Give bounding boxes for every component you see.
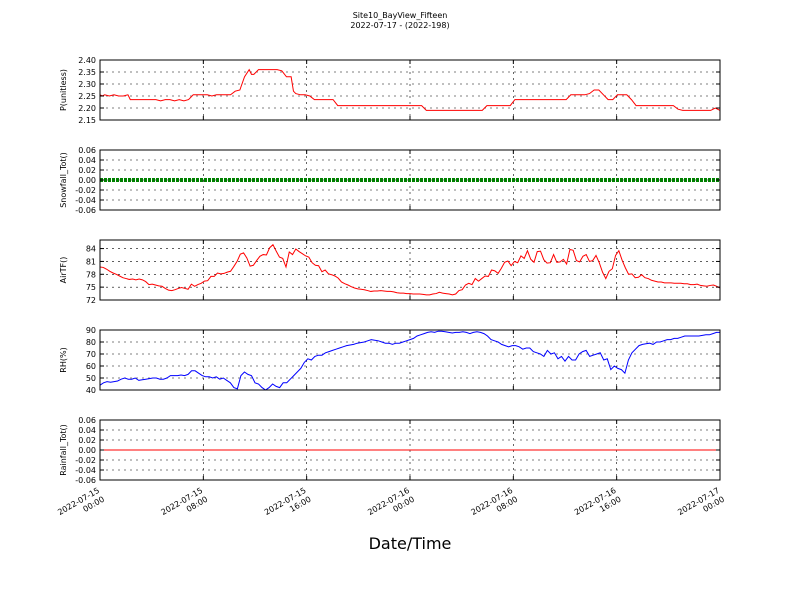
x-tick-label: 2022-07-1516:00 xyxy=(263,486,313,526)
series-line xyxy=(99,330,720,391)
y-axis-label: AirTF() xyxy=(59,257,68,284)
x-tick-label: 2022-07-1616:00 xyxy=(573,486,623,526)
figure-subtitle: 2022-07-17 - (2022-198) xyxy=(350,21,450,30)
y-tick-label: -0.04 xyxy=(75,196,96,205)
y-tick-label: 84 xyxy=(86,245,96,254)
y-tick-label: 50 xyxy=(86,374,96,383)
x-axis-label: Date/Time xyxy=(368,534,452,553)
y-tick-label: 90 xyxy=(86,326,96,335)
y-tick-label: 78 xyxy=(86,270,96,279)
y-tick-label: 40 xyxy=(86,386,96,395)
y-tick-label: -0.06 xyxy=(75,476,96,485)
y-tick-label: -0.06 xyxy=(75,206,96,215)
y-tick-label: 0.04 xyxy=(78,426,96,435)
y-tick-label: 72 xyxy=(86,296,96,305)
y-tick-label: 0.00 xyxy=(78,446,96,455)
x-tick-label: 2022-07-1600:00 xyxy=(366,486,416,526)
y-tick-label: 0.00 xyxy=(78,176,96,185)
figure-title: Site10_BayView_Fifteen xyxy=(352,11,448,20)
y-tick-label: -0.02 xyxy=(75,186,96,195)
y-tick-label: 0.02 xyxy=(78,436,96,445)
y-axis-label: RH(%) xyxy=(59,347,68,372)
y-tick-label: 2.25 xyxy=(78,92,96,101)
x-tick-label: 2022-07-1700:00 xyxy=(676,486,726,526)
y-tick-label: 60 xyxy=(86,362,96,371)
y-tick-label: 2.15 xyxy=(78,116,96,125)
y-tick-label: 0.04 xyxy=(78,156,96,165)
series-line xyxy=(99,243,721,296)
x-tick-label: 2022-07-1508:00 xyxy=(160,486,210,526)
y-tick-label: 2.20 xyxy=(78,104,96,113)
y-axis-label: P(unitless) xyxy=(59,69,68,111)
y-tick-label: 0.02 xyxy=(78,166,96,175)
series-line xyxy=(99,68,721,111)
y-tick-label: 80 xyxy=(86,338,96,347)
y-tick-label: 2.30 xyxy=(78,80,96,89)
x-tick-label: 2022-07-1608:00 xyxy=(470,486,520,526)
y-tick-label: -0.04 xyxy=(75,466,96,475)
y-tick-label: 2.35 xyxy=(78,68,96,77)
y-tick-label: 0.06 xyxy=(78,146,96,155)
y-tick-label: 75 xyxy=(86,283,96,292)
y-axis-label: Snowfall_Tot() xyxy=(59,152,68,208)
y-axis-label: Rainfall_Tot() xyxy=(59,424,68,476)
y-tick-label: 70 xyxy=(86,350,96,359)
x-tick-label: 2022-07-1500:00 xyxy=(56,486,106,526)
y-tick-label: 0.06 xyxy=(78,416,96,425)
y-tick-label: -0.02 xyxy=(75,456,96,465)
y-tick-label: 81 xyxy=(86,257,96,266)
y-tick-label: 2.40 xyxy=(78,56,96,65)
